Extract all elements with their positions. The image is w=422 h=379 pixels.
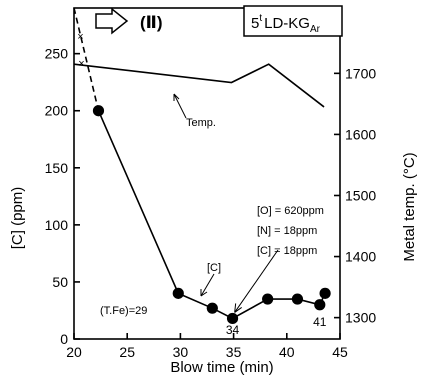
- temperature-line: [73, 63, 325, 108]
- tfe-label: (T.Fe)=29: [100, 305, 147, 317]
- x-tick-label: 20: [66, 344, 82, 360]
- carbon-point: [291, 293, 304, 305]
- left-tick-label: 100: [45, 217, 69, 233]
- x-tick-label: 30: [173, 344, 189, 360]
- carbon-leader: [200, 273, 215, 297]
- box-sup: t: [259, 13, 262, 24]
- carbon-point: [92, 105, 105, 117]
- left-axis-ticks: 0 50 100 150 200 250: [45, 46, 80, 347]
- right-tick-label: 1500: [345, 187, 376, 203]
- annotations: Temp. [C] (T.Fe)=29 34 41 [O] = 620ppm [N] = 1…: [100, 93, 327, 337]
- carbon-series: ×: [73, 7, 331, 325]
- carbon-label: [C]: [207, 262, 221, 274]
- x-tick-label: 40: [279, 344, 295, 360]
- endpoint-line: [N] = 18ppm: [257, 225, 317, 237]
- right-tick-label: 1300: [345, 310, 376, 326]
- temp-leader-arrowhead: [173, 93, 180, 101]
- carbon-extrapolation: [73, 7, 100, 111]
- carbon-point: [319, 287, 331, 299]
- heading: (Ⅱ): [95, 7, 163, 35]
- temp-leader: [173, 93, 187, 119]
- left-tick-label: 200: [45, 103, 69, 119]
- right-tick-label: 1700: [345, 65, 376, 81]
- right-tick-label: 1600: [345, 126, 376, 142]
- left-tick-label: 150: [45, 160, 69, 176]
- endpoint-leader-arrowhead: [234, 303, 242, 313]
- carbon-point: [206, 302, 218, 314]
- tfe-34-label: 34: [226, 323, 240, 337]
- plot-border: [73, 7, 341, 340]
- temperature-series: ×: [73, 58, 325, 108]
- x-tick-label: 45: [332, 344, 348, 360]
- x-axis-ticks: 20 25 30 35 40 45: [66, 333, 348, 360]
- left-tick-label: 0: [60, 331, 68, 347]
- right-axis-ticks: 1300 1400 1500 1600 1700: [334, 65, 376, 326]
- right-axis-title: Metal temp. (°C): [401, 152, 418, 261]
- endpoint-line: [O] = 620ppm: [257, 205, 324, 217]
- arrow-icon: [95, 7, 129, 35]
- box-text: LD-KG: [264, 15, 310, 32]
- x-axis-title: Blow time (min): [170, 359, 273, 376]
- left-tick-label: 50: [52, 274, 68, 290]
- tfe-41-label: 41: [313, 315, 327, 329]
- carbon-leader-arrowhead: [200, 289, 208, 297]
- carbon-point: [226, 312, 239, 325]
- carbon-start-mark: ×: [77, 31, 83, 43]
- carbon-point: [172, 287, 184, 299]
- right-tick-label: 1400: [345, 249, 376, 265]
- endpoint-line: [C] = 18ppm: [257, 245, 317, 257]
- carbon-point: [262, 293, 274, 305]
- case-label: (Ⅱ): [140, 13, 163, 32]
- x-tick-label: 35: [226, 344, 242, 360]
- left-axis-title: [C] (ppm): [9, 187, 26, 250]
- left-tick-label: 250: [45, 46, 69, 62]
- box-sub: Ar: [310, 24, 321, 35]
- process-box: 5t LD-KGAr: [243, 5, 343, 37]
- temp-start-mark: ×: [78, 58, 84, 70]
- carbon-point: [314, 299, 326, 311]
- x-tick-label: 25: [119, 344, 135, 360]
- plot-frame: [73, 7, 341, 340]
- endpoint-leader: [234, 249, 279, 313]
- temp-label: Temp.: [186, 117, 216, 129]
- box-main: 5: [251, 15, 259, 32]
